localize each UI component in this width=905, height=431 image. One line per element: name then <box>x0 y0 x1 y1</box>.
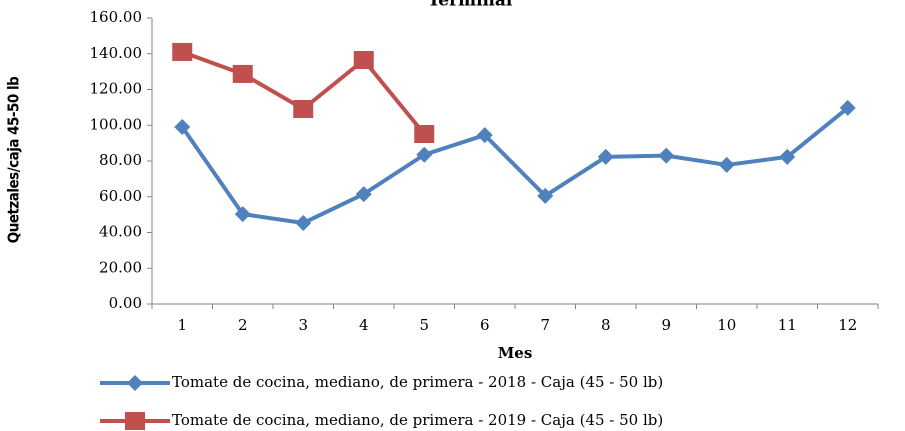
data-point <box>234 206 251 223</box>
data-point <box>658 147 675 164</box>
data-point <box>414 125 435 144</box>
series-line <box>181 50 426 136</box>
y-tick-label: 60.00 <box>99 187 142 205</box>
y-tick-label: 140.00 <box>90 44 143 62</box>
x-tick-label: 8 <box>601 316 611 334</box>
y-tick-label: 80.00 <box>99 151 142 169</box>
x-tick-label: 4 <box>359 316 369 334</box>
x-tick-label: 9 <box>661 316 671 334</box>
data-point <box>597 148 614 165</box>
x-tick-label: 7 <box>540 316 550 334</box>
x-tick-label: 11 <box>778 316 797 334</box>
y-tick-label: 100.00 <box>90 115 143 133</box>
y-tick-label: 160.00 <box>90 8 143 26</box>
legend-label: Tomate de cocina, mediano, de primera - … <box>172 373 663 391</box>
chart-title: Terminal <box>428 0 513 11</box>
x-tick-label: 6 <box>480 316 490 334</box>
legend-marker <box>127 375 143 391</box>
y-tick-label: 0.00 <box>109 294 142 312</box>
legend-marker <box>125 412 145 430</box>
data-point <box>174 119 191 136</box>
y-tick-label: 120.00 <box>90 80 143 98</box>
data-point <box>779 148 796 165</box>
data-point <box>355 186 372 203</box>
data-point <box>537 187 554 204</box>
x-tick-label: 5 <box>419 316 429 334</box>
series-line <box>180 106 850 226</box>
data-point <box>839 99 856 116</box>
x-tick-label: 1 <box>177 316 187 334</box>
x-axis-label: Mes <box>498 344 533 362</box>
data-point <box>232 64 253 83</box>
data-point <box>416 146 433 163</box>
y-tick-label: 40.00 <box>99 223 142 241</box>
x-tick-label: 2 <box>238 316 248 334</box>
y-axis-label: Quetzales/caja 45-50 lb <box>5 76 23 243</box>
x-tick-label: 10 <box>717 316 736 334</box>
data-point <box>476 127 493 144</box>
legend-label: Tomate de cocina, mediano, de primera - … <box>172 411 663 429</box>
data-point <box>718 156 735 173</box>
y-tick-label: 20.00 <box>99 258 142 276</box>
data-point <box>172 42 193 61</box>
x-tick-label: 12 <box>838 316 857 334</box>
data-point <box>293 99 314 118</box>
x-tick-label: 3 <box>298 316 308 334</box>
data-point <box>295 215 312 232</box>
data-point <box>353 51 374 70</box>
